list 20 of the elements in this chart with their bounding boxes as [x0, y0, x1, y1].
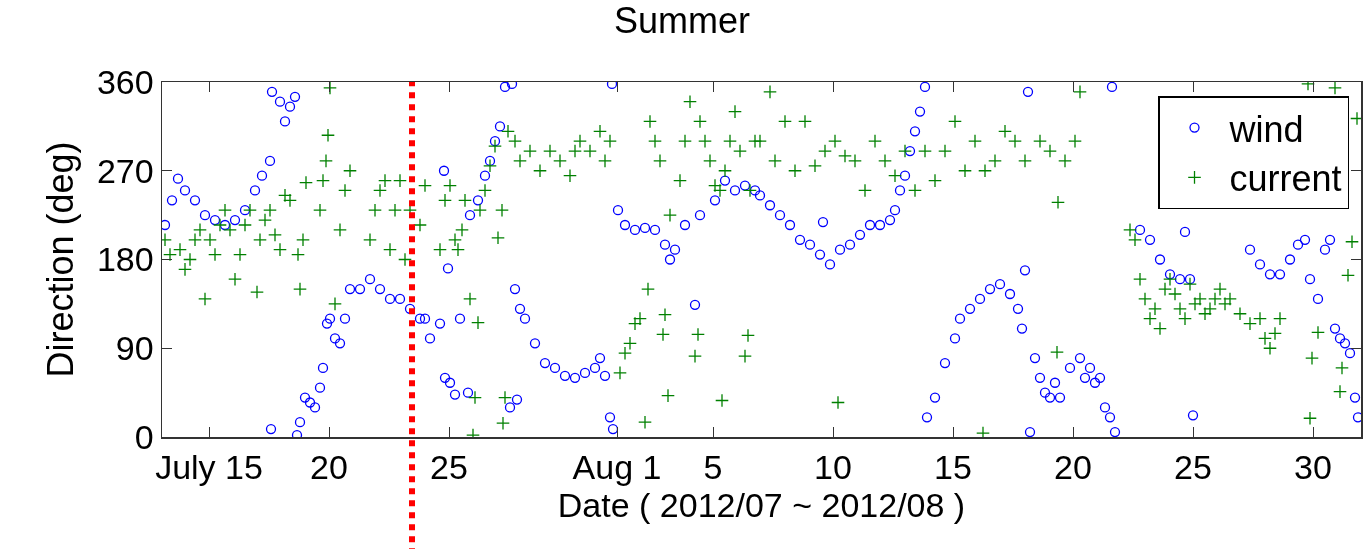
x-tick-label: 5 [703, 448, 723, 487]
x-tick-label: 25 [430, 448, 468, 487]
y-axis-title: Direction (deg) [40, 141, 82, 378]
y-tick-label: 270 [96, 151, 154, 190]
y-tick-label: 180 [96, 240, 154, 279]
legend-label: wind [1228, 108, 1304, 150]
chart-title: Summer [613, 0, 751, 42]
y-tick-label: 0 [134, 417, 154, 456]
x-axis-title: Date ( 2012/07 ~ 2012/08 ) [557, 486, 966, 525]
x-tick-label: Aug 1 [572, 448, 662, 487]
x-tick-label: 15 [934, 448, 972, 487]
y-tick-label: 90 [115, 329, 154, 368]
y-tick-label: 360 [96, 62, 154, 101]
x-tick-label: July 15 [155, 448, 263, 487]
x-tick-label: 30 [1294, 448, 1332, 487]
x-tick-label: 20 [310, 448, 348, 487]
x-tick-label: 20 [1054, 448, 1092, 487]
x-tick-label: 10 [814, 448, 852, 487]
x-tick-label: 25 [1174, 448, 1212, 487]
legend-label: current [1229, 158, 1342, 200]
